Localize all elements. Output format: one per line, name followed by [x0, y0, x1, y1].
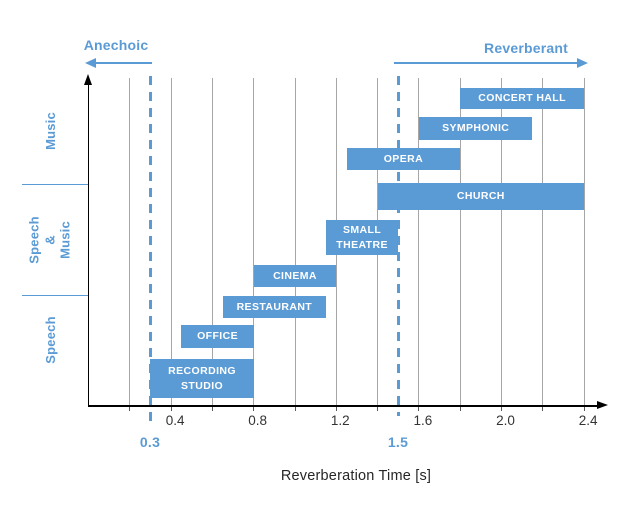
axis-tick [583, 406, 585, 411]
reference-line-0-3 [148, 76, 152, 424]
reverberant-arrow-line [394, 62, 577, 64]
bar-label: CHURCH [456, 190, 505, 203]
category-separator-2 [22, 295, 88, 296]
y-axis-arrow-icon [83, 74, 92, 85]
bar-label: SMALL THEATRE [336, 224, 388, 251]
gridline [501, 78, 502, 406]
gridline [418, 78, 420, 406]
reference-label-1-5: 1.5 [387, 434, 409, 450]
x-tick-label: 1.2 [330, 413, 350, 428]
axis-tick [377, 406, 379, 411]
x-axis-arrow-icon [597, 401, 608, 410]
bar-opera: OPERA [346, 148, 461, 170]
axis-tick [253, 406, 255, 411]
anechoic-left-arrow-icon [85, 58, 96, 68]
gridline [294, 78, 296, 406]
gridline [170, 78, 172, 406]
axis-tick [418, 406, 420, 411]
axis-tick [542, 406, 544, 411]
anechoic-label: Anechoic [83, 37, 149, 53]
reference-line-1-5 [396, 76, 400, 416]
gridline [459, 78, 461, 406]
category-label-music: Music [43, 112, 59, 150]
gridline [542, 78, 544, 406]
bar-label: OPERA [383, 152, 424, 165]
axis-tick [211, 406, 213, 411]
bar-small-theatre: SMALL THEATRE [325, 220, 399, 255]
bar-label: RECORDING STUDIO [168, 365, 236, 392]
gridline [211, 78, 213, 406]
reverberant-right-arrow-icon [577, 58, 588, 68]
anechoic-arrow-line [95, 62, 152, 64]
gridline [253, 78, 255, 406]
x-tick-label: 1.6 [413, 413, 433, 428]
gridline [583, 78, 585, 406]
bar-recording-studio: RECORDING STUDIO [150, 359, 254, 398]
axis-tick [459, 406, 461, 411]
bar-label: SYMPHONIC [442, 122, 510, 135]
axis-tick [335, 406, 337, 411]
axis-tick [501, 406, 502, 411]
x-axis-title: Reverberation Time [s] [280, 468, 432, 484]
reference-label-0-3: 0.3 [139, 434, 161, 450]
bar-concert-hall: CONCERT HALL [460, 88, 585, 109]
bar-symphonic: SYMPHONIC [418, 117, 533, 140]
x-axis-line [88, 405, 598, 407]
bar-office: OFFICE [181, 325, 254, 348]
bar-label: CONCERT HALL [478, 92, 566, 105]
bar-restaurant: RESTAURANT [222, 296, 326, 318]
x-tick-label: 0.4 [165, 413, 185, 428]
gridline [129, 78, 131, 406]
category-label-speech-and-music: Speech & Music [26, 216, 73, 264]
reverberant-label: Reverberant [484, 40, 568, 56]
x-tick-label: 2.0 [496, 413, 515, 428]
bar-church: CHURCH [377, 183, 585, 210]
axis-tick [129, 406, 131, 411]
x-tick-label: 0.8 [248, 413, 268, 428]
bar-label: OFFICE [197, 330, 238, 343]
category-separator-1 [22, 184, 88, 185]
bar-label: RESTAURANT [236, 300, 313, 313]
axis-tick [294, 406, 296, 411]
axis-tick [170, 406, 172, 411]
x-tick-label: 2.4 [578, 413, 598, 428]
category-label-speech: Speech [43, 316, 59, 364]
y-axis-line [87, 83, 89, 406]
bar-cinema: CINEMA [253, 265, 337, 287]
bar-label: CINEMA [273, 269, 317, 282]
